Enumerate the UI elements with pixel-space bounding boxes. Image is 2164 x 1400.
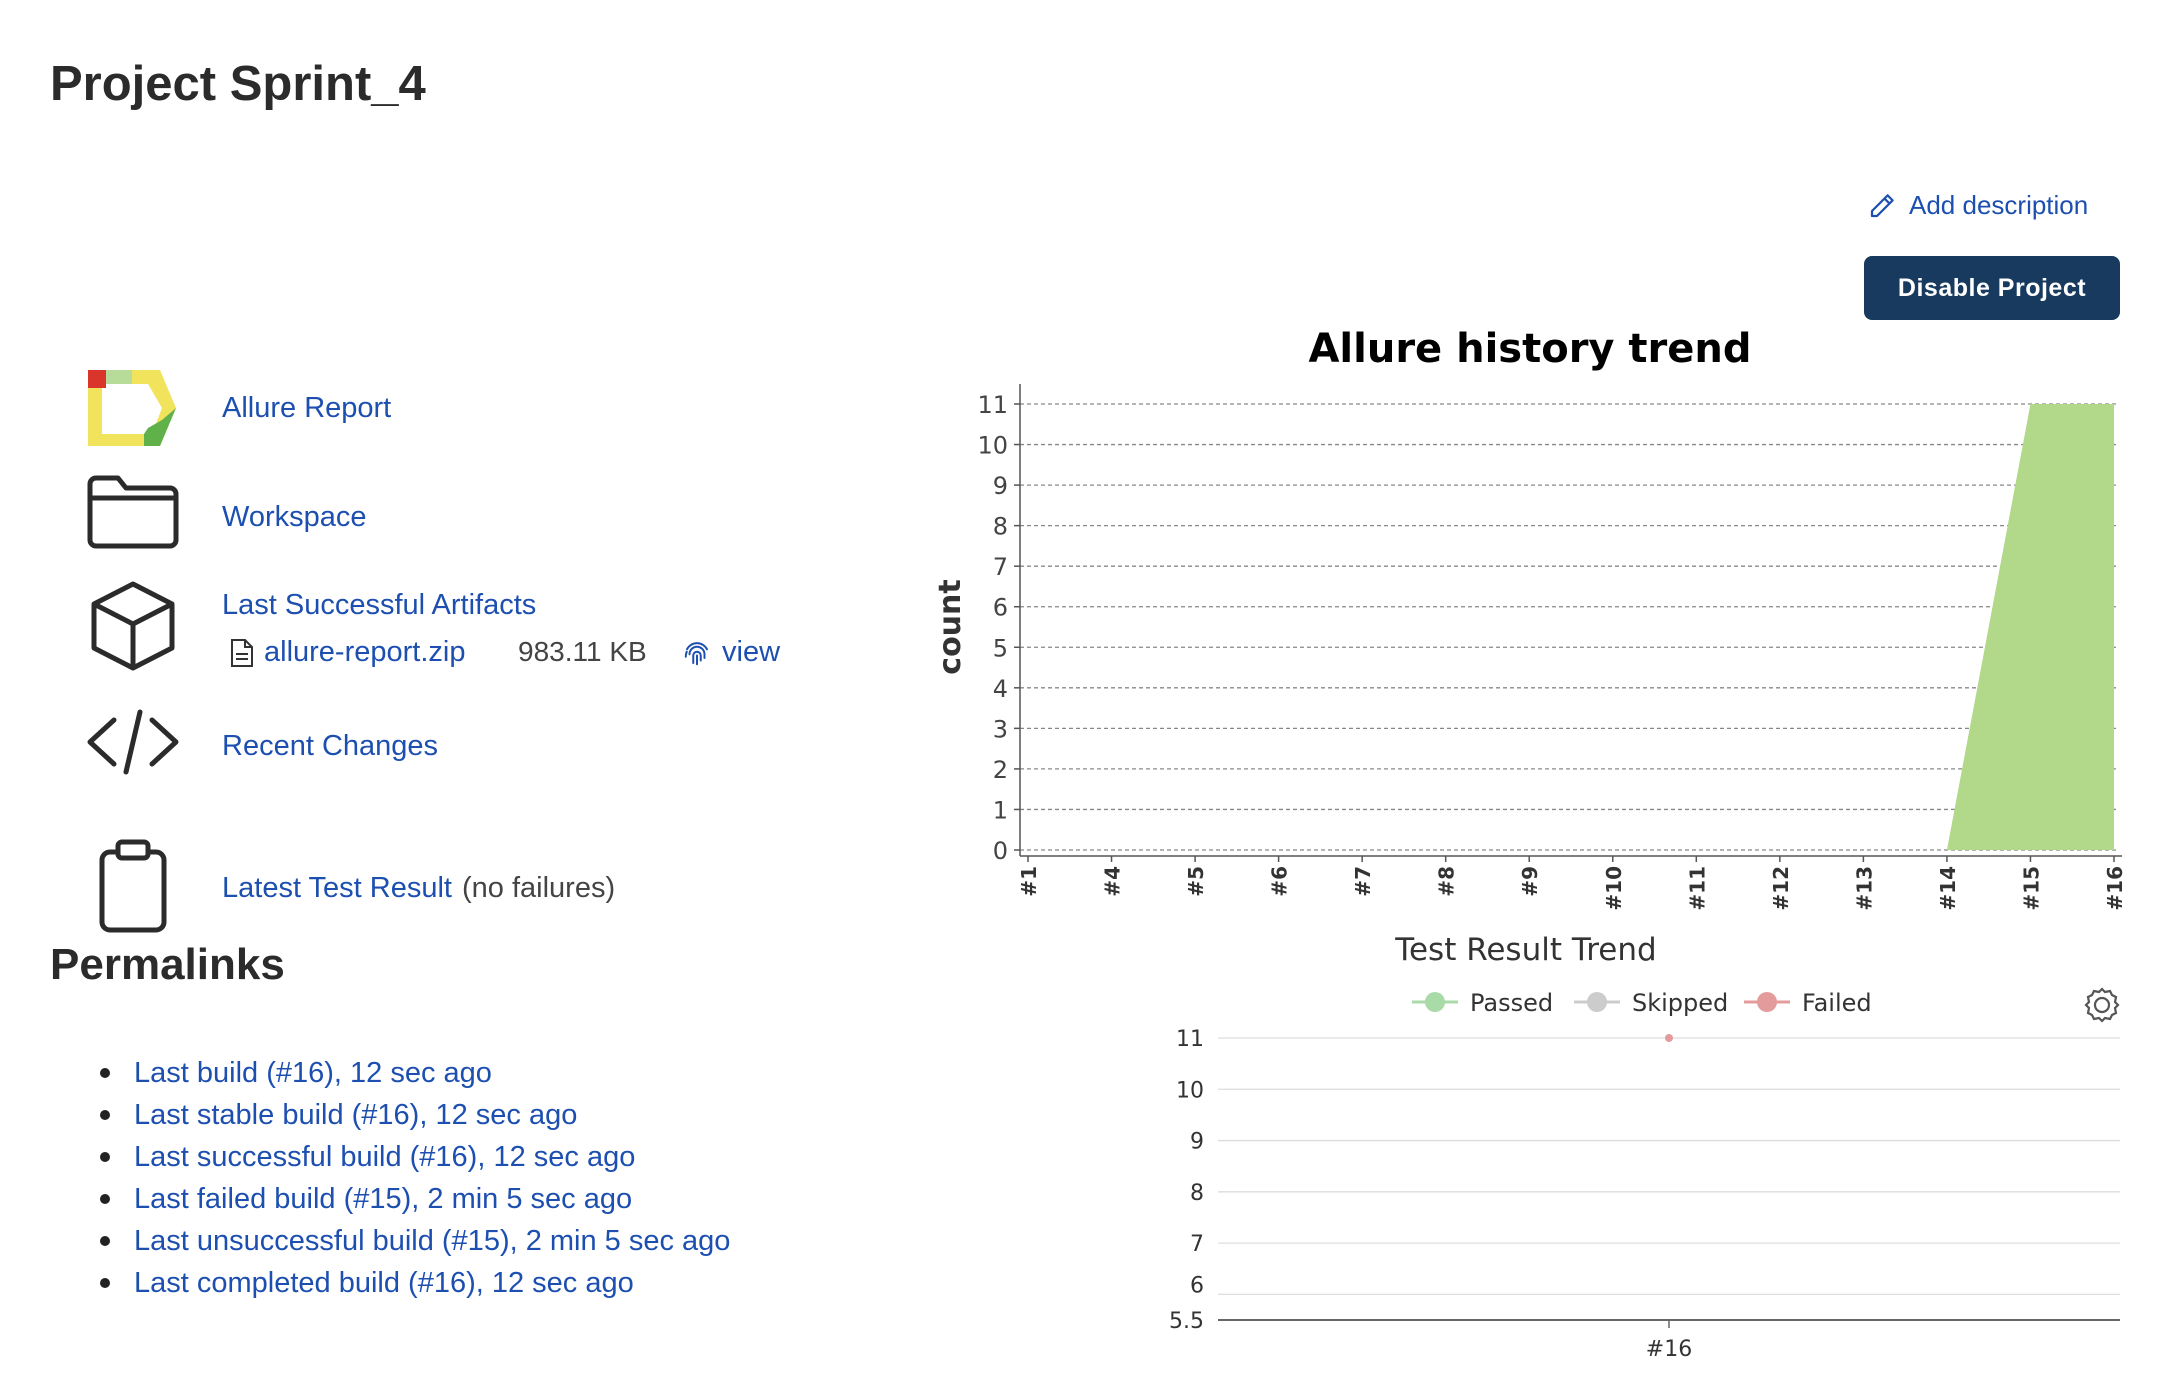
folder-icon (86, 474, 180, 555)
clipboard-icon (98, 838, 168, 939)
y-axis-label: count (933, 579, 968, 674)
allure-history-trend-chart[interactable]: Allure history trend count 0 1 2 3 4 5 6 7 8 9 10 1… (930, 318, 2130, 928)
permalink-item: Last stable build (#16), 12 sec ago (100, 1094, 730, 1136)
y-tick-label: 7 (1190, 1232, 1204, 1257)
y-tick-label: 5 (993, 634, 1008, 662)
legend-label: Skipped (1632, 989, 1728, 1017)
legend-label: Failed (1802, 989, 1872, 1017)
x-tick-label: #5 (1184, 866, 1208, 897)
x-tick-label: #9 (1518, 866, 1542, 897)
pencil-icon (1870, 193, 1894, 217)
y-tick-label: 6 (993, 594, 1008, 622)
y-tick-label: 11 (1176, 1027, 1204, 1052)
permalink-last-failed-build[interactable]: Last failed build (#15), 2 min 5 sec ago (134, 1183, 633, 1215)
y-tick-label: 9 (993, 472, 1008, 500)
legend-label: Passed (1470, 989, 1553, 1017)
legend-marker (1757, 992, 1777, 1012)
y-tick-label: 2 (993, 756, 1008, 784)
permalink-item: Last completed build (#16), 12 sec ago (100, 1262, 730, 1304)
x-tick-label: #12 (1769, 866, 1793, 911)
permalink-last-successful-build[interactable]: Last successful build (#16), 12 sec ago (134, 1141, 636, 1173)
x-tick-label: #1 (1017, 866, 1041, 897)
permalink-last-build[interactable]: Last build (#16), 12 sec ago (134, 1057, 492, 1089)
permalink-item: Last build (#16), 12 sec ago (100, 1052, 730, 1094)
latest-test-result-link[interactable]: Latest Test Result (222, 872, 452, 904)
y-tick-label: 10 (1176, 1078, 1204, 1103)
x-tick-label: #15 (2019, 866, 2043, 911)
package-icon (90, 580, 176, 677)
permalink-last-unsuccessful-build[interactable]: Last unsuccessful build (#15), 2 min 5 s… (134, 1225, 731, 1257)
y-tick-label: 11 (977, 391, 1008, 419)
x-tick-label: #4 (1101, 866, 1125, 897)
disable-project-button[interactable]: Disable Project (1864, 256, 2120, 320)
permalink-last-stable-build[interactable]: Last stable build (#16), 12 sec ago (134, 1099, 578, 1131)
y-tick-label: 10 (977, 432, 1008, 460)
y-tick-label: 0 (993, 837, 1008, 865)
permalinks-title: Permalinks (50, 940, 285, 989)
page-title: Project Sprint_4 (50, 57, 426, 111)
chart-title: Allure history trend (1308, 326, 1751, 372)
permalink-item: Last failed build (#15), 2 min 5 sec ago (100, 1178, 730, 1220)
recent-changes-link[interactable]: Recent Changes (222, 730, 439, 762)
legend-marker (1425, 992, 1445, 1012)
x-tick-label: #16 (1646, 1337, 1692, 1362)
area-series (1028, 404, 2114, 850)
x-tick-label: #8 (1435, 866, 1459, 897)
latest-test-result-note: (no failures) (461, 872, 616, 904)
artifact-view-link[interactable]: view (722, 636, 781, 668)
x-tick-label: #13 (1852, 866, 1876, 911)
x-tick-label: #7 (1351, 866, 1375, 897)
y-tick-label: 4 (993, 675, 1008, 703)
x-tick-label: #6 (1268, 866, 1292, 897)
artifact-size: 983.11 KB (518, 636, 647, 667)
gear-icon[interactable] (2084, 987, 2120, 1023)
y-tick-label: 1 (993, 796, 1008, 824)
artifact-file-link[interactable]: allure-report.zip (264, 636, 466, 668)
permalink-last-completed-build[interactable]: Last completed build (#16), 12 sec ago (134, 1267, 634, 1299)
y-tick-label: 8 (993, 513, 1008, 541)
allure-report-icon (86, 368, 178, 450)
x-tick-label: #16 (2103, 866, 2127, 911)
permalinks-list: Last build (#16), 12 sec ago Last stable… (100, 1052, 730, 1304)
y-tick-label: 5.5 (1169, 1309, 1204, 1334)
x-tick-label: #11 (1685, 866, 1709, 911)
y-tick-label: 9 (1190, 1130, 1204, 1155)
legend-marker (1587, 992, 1607, 1012)
y-tick-label: 7 (993, 553, 1008, 581)
allure-report-link[interactable]: Allure Report (222, 392, 392, 424)
data-point-failed (1665, 1034, 1673, 1042)
add-description-label: Add description (1909, 190, 2089, 220)
workspace-link[interactable]: Workspace (222, 501, 367, 533)
y-tick-label: 3 (993, 715, 1008, 743)
y-tick-label: 8 (1190, 1181, 1204, 1206)
add-description-link[interactable]: Add description (1867, 190, 2088, 221)
file-icon (231, 638, 253, 667)
permalink-item: Last successful build (#16), 12 sec ago (100, 1136, 730, 1178)
last-successful-artifacts-link[interactable]: Last Successful Artifacts (222, 589, 537, 621)
x-tick-label: #14 (1936, 866, 1960, 911)
y-tick-label: 6 (1190, 1273, 1204, 1298)
x-tick-label: #10 (1602, 866, 1626, 911)
code-icon (86, 708, 180, 781)
chart-title: Test Result Trend (1394, 932, 1656, 968)
test-result-trend-chart[interactable]: Test Result Trend Passed Skipped Failed 5.… (1140, 930, 2130, 1370)
fingerprint-icon (684, 641, 708, 665)
permalink-item: Last unsuccessful build (#15), 2 min 5 s… (100, 1220, 730, 1262)
